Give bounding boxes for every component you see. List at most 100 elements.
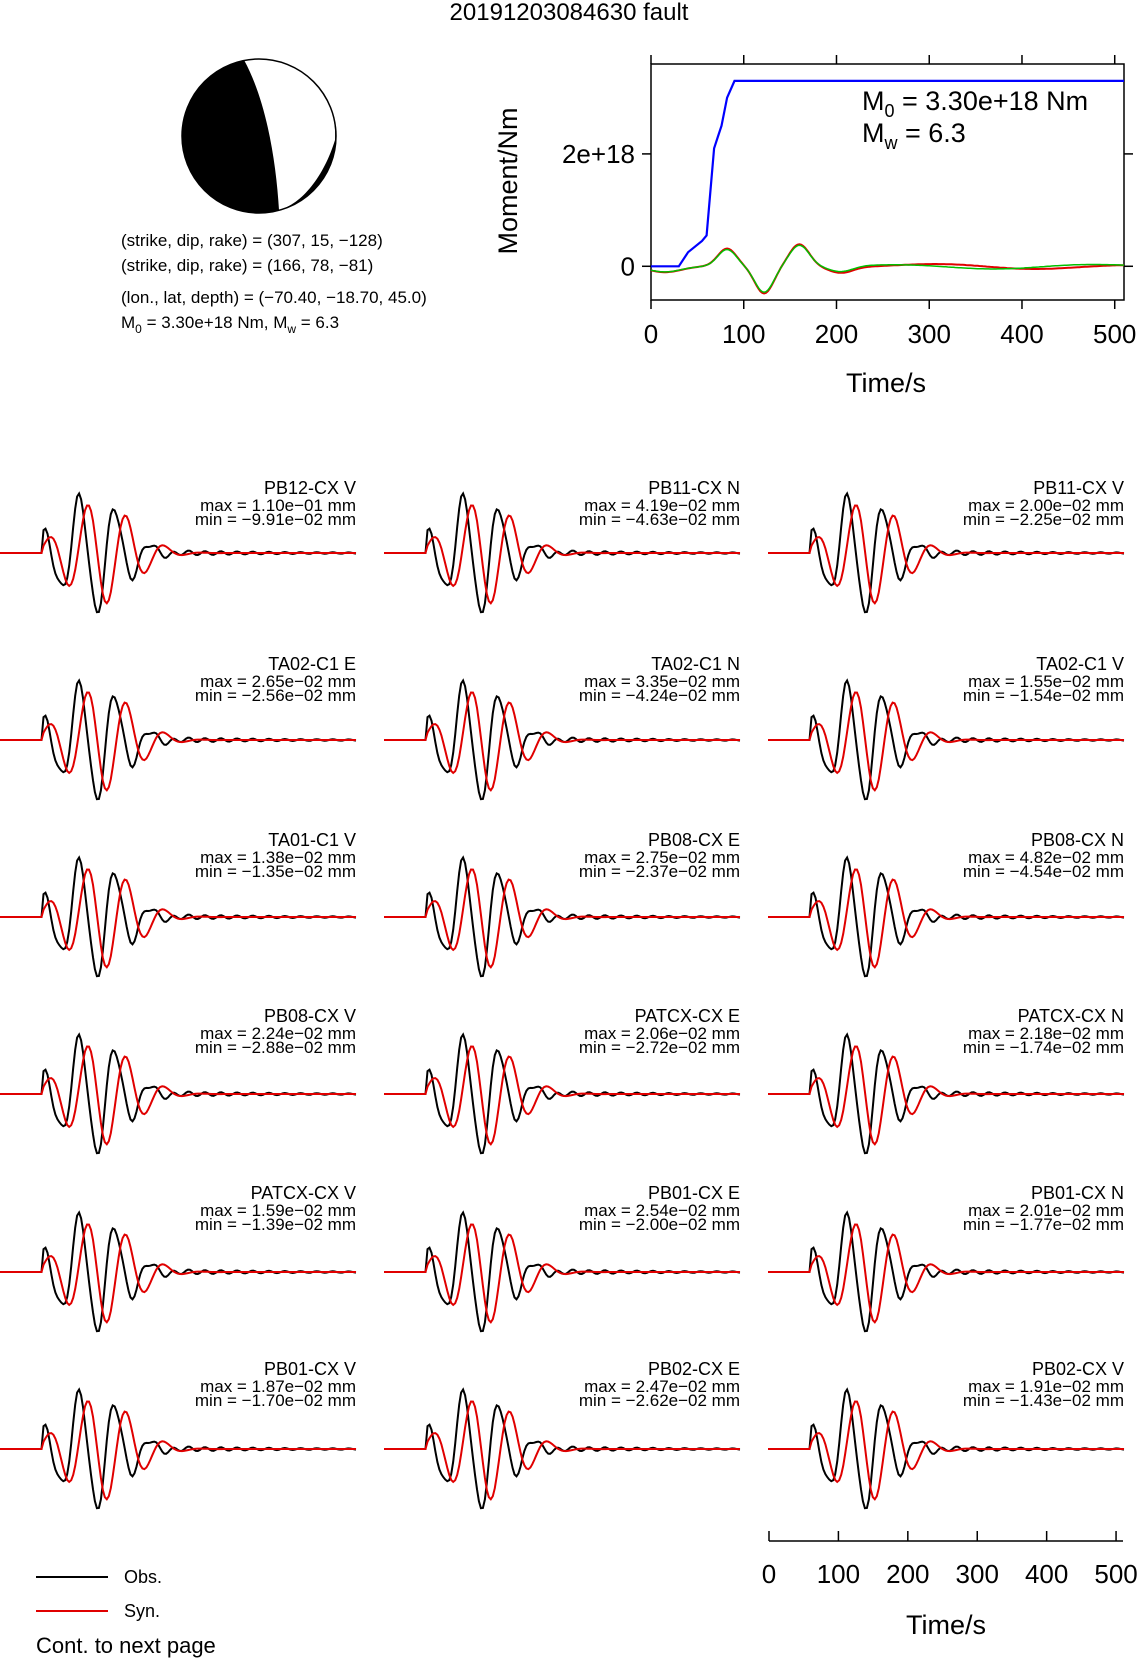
trace-station-label: TA01-C1 V	[268, 830, 356, 850]
waveform-x-axis-label: Time/s	[906, 1610, 986, 1640]
trace-station-label: PATCX-CX V	[251, 1183, 356, 1203]
trace-station-label: PB12-CX V	[264, 478, 356, 498]
trace-max-label: max = 4.19e−02 mm	[584, 496, 740, 515]
event-location: (lon., lat, depth) = (−70.40, −18.70, 45…	[121, 288, 427, 307]
synthetic-waveform	[768, 504, 1124, 605]
synthetic-waveform	[768, 868, 1124, 969]
trace-station-label: TA02-C1 E	[268, 654, 356, 674]
trace-min-label: min = −2.37e−02 mm	[579, 862, 740, 881]
trace-max-label: max = 2.24e−02 mm	[200, 1024, 356, 1043]
trace-min-label: min = −4.54e−02 mm	[963, 862, 1124, 881]
trace-min-label: min = −1.77e−02 mm	[963, 1215, 1124, 1234]
trace-station-label: PB01-CX V	[264, 1359, 356, 1379]
trace-station-label: PATCX-CX N	[1018, 1006, 1124, 1026]
trace-min-label: min = −1.74e−02 mm	[963, 1038, 1124, 1057]
synthetic-waveform	[0, 691, 356, 792]
trace-min-label: min = −2.56e−02 mm	[195, 686, 356, 705]
moment-plot-frame	[650, 63, 1125, 301]
trace-max-label: max = 2.18e−02 mm	[968, 1024, 1124, 1043]
trace-max-label: max = 2.06e−02 mm	[584, 1024, 740, 1043]
synthetic-waveform	[768, 1223, 1124, 1324]
trace-station-label: TA02-C1 N	[651, 654, 740, 674]
trace-min-label: min = −2.88e−02 mm	[195, 1038, 356, 1057]
moment-y-tick-label: 2e+18	[562, 139, 635, 169]
trace-station-label: PB08-CX N	[1031, 830, 1124, 850]
trace-station-label: PATCX-CX E	[635, 1006, 740, 1026]
trace-max-label: max = 3.35e−02 mm	[584, 672, 740, 691]
synthetic-waveform	[384, 691, 740, 792]
annotation-m0: M0 = 3.30e+18 Nm	[862, 86, 1088, 121]
synthetic-waveform	[0, 504, 356, 605]
moment-x-tick-label: 100	[722, 319, 765, 349]
moment-rate-panel: 0 100 200 300 400 500 0 2e+18 M0 = 3.30e+18 Nm…	[493, 55, 1136, 398]
time-axis-tick-label: 500	[1094, 1559, 1137, 1589]
trace-station-label: PB08-CX E	[648, 830, 740, 850]
trace-max-label: max = 2.47e−02 mm	[584, 1377, 740, 1396]
moment-magnitude-summary: M0 = 3.30e+18 Nm, Mw = 6.3	[121, 313, 339, 336]
trace-max-label: max = 1.10e−01 mm	[200, 496, 356, 515]
trace-station-label: PB01-CX E	[648, 1183, 740, 1203]
moment-x-tick-label: 400	[1000, 319, 1043, 349]
trace-station-label: TA02-C1 V	[1036, 654, 1124, 674]
trace-max-label: max = 1.87e−02 mm	[200, 1377, 356, 1396]
legend-obs-label: Obs.	[124, 1567, 162, 1587]
trace-min-label: min = −4.63e−02 mm	[579, 510, 740, 529]
trace-max-label: max = 2.65e−02 mm	[200, 672, 356, 691]
trace-max-label: max = 1.91e−02 mm	[968, 1377, 1124, 1396]
trace-max-label: max = 4.82e−02 mm	[968, 848, 1124, 867]
moment-x-ticks: 0 100 200 300 400 500	[644, 55, 1136, 349]
trace-min-label: min = −1.70e−02 mm	[195, 1391, 356, 1410]
cumulative-moment-line	[651, 79, 1124, 268]
legend-syn-label: Syn.	[124, 1601, 160, 1621]
synthetic-waveform	[0, 1045, 356, 1146]
moment-x-tick-label: 0	[644, 319, 658, 349]
trace-max-label: max = 1.38e−02 mm	[200, 848, 356, 867]
moment-y-ticks: 0 2e+18	[562, 139, 1133, 281]
trace-min-label: min = −9.91e−02 mm	[195, 510, 356, 529]
trace-min-label: min = −1.54e−02 mm	[963, 686, 1124, 705]
trace-max-label: max = 1.59e−02 mm	[200, 1201, 356, 1220]
synthetic-waveform	[384, 868, 740, 969]
trace-max-label: max = 2.00e−02 mm	[968, 496, 1124, 515]
synthetic-waveform	[384, 1223, 740, 1324]
synthetic-waveform	[384, 1045, 740, 1146]
trace-max-label: max = 2.54e−02 mm	[584, 1201, 740, 1220]
time-axis-tick-label: 400	[1025, 1559, 1068, 1589]
trace-min-label: min = −2.72e−02 mm	[579, 1038, 740, 1057]
moment-syn-wave	[650, 243, 1124, 295]
trace-min-label: min = −4.24e−02 mm	[579, 686, 740, 705]
synthetic-waveform	[0, 868, 356, 969]
trace-min-label: min = −1.43e−02 mm	[963, 1391, 1124, 1410]
moment-x-axis-label: Time/s	[846, 368, 926, 398]
synthetic-waveform	[384, 504, 740, 605]
synthetic-waveform	[0, 1223, 356, 1324]
synthetic-waveform	[768, 1400, 1124, 1501]
trace-min-label: min = −2.25e−02 mm	[963, 510, 1124, 529]
time-axis-tick-label: 100	[817, 1559, 860, 1589]
trace-max-label: max = 2.75e−02 mm	[584, 848, 740, 867]
trace-min-label: min = −1.35e−02 mm	[195, 862, 356, 881]
synthetic-waveform	[0, 1400, 356, 1501]
moment-x-tick-label: 500	[1093, 319, 1136, 349]
moment-y-axis-label: Moment/Nm	[493, 107, 523, 254]
moment-y-tick-label: 0	[621, 251, 635, 281]
synthetic-waveform	[384, 1400, 740, 1501]
trace-station-label: PB02-CX V	[1032, 1359, 1124, 1379]
nodal-plane-2: (strike, dip, rake) = (166, 78, −81)	[121, 256, 373, 275]
